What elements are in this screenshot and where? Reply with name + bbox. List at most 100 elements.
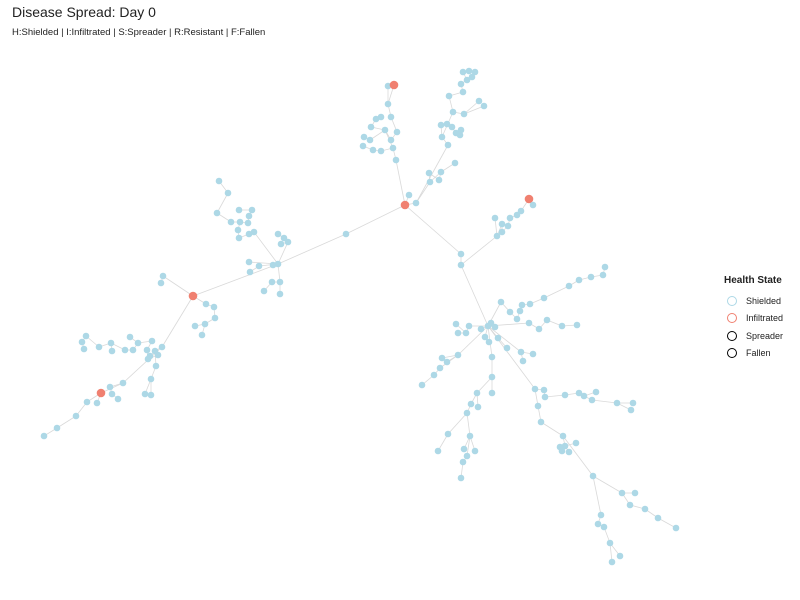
- node-shielded: [498, 228, 506, 236]
- node-shielded: [606, 539, 614, 547]
- node-shielded: [540, 294, 548, 302]
- node-shielded: [494, 334, 502, 342]
- node-shielded: [405, 191, 413, 199]
- node-shielded: [268, 278, 276, 286]
- node-shielded: [594, 520, 602, 528]
- node-shielded: [457, 250, 465, 258]
- node-shielded: [387, 136, 395, 144]
- node-shielded: [601, 263, 609, 271]
- node-shielded: [158, 343, 166, 351]
- node-shielded: [191, 322, 199, 330]
- node-infiltrated: [389, 80, 399, 90]
- node-shielded: [360, 133, 368, 141]
- node-shielded: [119, 379, 127, 387]
- node-shielded: [463, 409, 471, 417]
- legend-label-infiltrated: Infiltrated: [746, 313, 784, 324]
- node-shielded: [565, 448, 573, 456]
- node-shielded: [558, 322, 566, 330]
- node-shielded: [114, 395, 122, 403]
- node-shielded: [631, 489, 639, 497]
- network-edge: [253, 231, 279, 265]
- node-shielded: [613, 399, 621, 407]
- node-shielded: [529, 350, 537, 358]
- legend-item-spreader: Spreader: [724, 327, 783, 345]
- node-shielded: [518, 301, 526, 309]
- network-edge: [395, 159, 406, 206]
- node-shielded: [587, 273, 595, 281]
- legend-key-spreader: [727, 330, 737, 341]
- node-shielded: [277, 240, 285, 248]
- node-shielded: [459, 458, 467, 466]
- node-shielded: [517, 207, 525, 215]
- node-shielded: [618, 489, 626, 497]
- network-edge: [592, 475, 602, 516]
- node-shielded: [629, 399, 637, 407]
- node-shielded: [534, 402, 542, 410]
- node-shielded: [377, 147, 385, 155]
- node-shielded: [463, 452, 471, 460]
- node-shielded: [93, 399, 101, 407]
- node-shielded: [460, 110, 468, 118]
- node-shielded: [467, 400, 475, 408]
- node-shielded: [459, 88, 467, 96]
- legend-key-fallen: [727, 348, 737, 359]
- node-shielded: [434, 447, 442, 455]
- legend-key-infiltrated: [727, 313, 737, 324]
- node-shielded: [436, 364, 444, 372]
- network-edge: [345, 204, 406, 235]
- node-shielded: [245, 258, 253, 266]
- node-shielded: [82, 332, 90, 340]
- chart-title: Disease Spread: Day 0: [12, 4, 156, 20]
- node-shielded: [540, 386, 548, 394]
- node-shielded: [465, 67, 473, 75]
- node-shielded: [147, 375, 155, 383]
- network-edge: [463, 100, 480, 115]
- node-shielded: [556, 443, 564, 451]
- chart-subtitle: H:Shielded | I:Infiltrated | S:Spreader …: [12, 27, 266, 38]
- node-shielded: [493, 232, 501, 240]
- network-edge: [162, 275, 194, 297]
- node-shielded: [213, 209, 221, 217]
- node-shielded: [491, 214, 499, 222]
- node-shielded: [452, 320, 460, 328]
- network-edge: [447, 412, 468, 435]
- node-shielded: [592, 388, 600, 396]
- node-shielded: [269, 261, 277, 269]
- node-shielded: [121, 346, 129, 354]
- node-shielded: [438, 133, 446, 141]
- node-shielded: [250, 228, 258, 236]
- node-shielded: [444, 430, 452, 438]
- node-shielded: [477, 325, 485, 333]
- legend-title: Health State: [724, 275, 782, 286]
- network-edge: [544, 394, 566, 398]
- node-shielded: [393, 128, 401, 136]
- node-shielded: [488, 389, 496, 397]
- node-shielded: [159, 272, 167, 280]
- node-infiltrated: [524, 194, 534, 204]
- network-edge: [216, 192, 229, 214]
- node-shielded: [449, 108, 457, 116]
- network-edge: [56, 415, 77, 429]
- node-shielded: [245, 230, 253, 238]
- node-shielded: [565, 282, 573, 290]
- node-infiltrated: [96, 388, 106, 398]
- network-edge: [476, 376, 493, 394]
- node-shielded: [53, 424, 61, 432]
- node-shielded: [672, 524, 680, 532]
- node-shielded: [377, 113, 385, 121]
- node-shielded: [134, 339, 142, 347]
- node-shielded: [78, 338, 86, 346]
- node-shielded: [573, 321, 581, 329]
- node-shielded: [627, 406, 635, 414]
- node-shielded: [561, 442, 569, 450]
- node-shielded: [211, 314, 219, 322]
- node-shielded: [143, 346, 151, 354]
- node-shielded: [466, 432, 474, 440]
- node-shielded: [588, 396, 596, 404]
- node-shielded: [456, 131, 464, 139]
- node-shielded: [202, 300, 210, 308]
- node-shielded: [525, 319, 533, 327]
- node-shielded: [245, 212, 253, 220]
- node-shielded: [457, 474, 465, 482]
